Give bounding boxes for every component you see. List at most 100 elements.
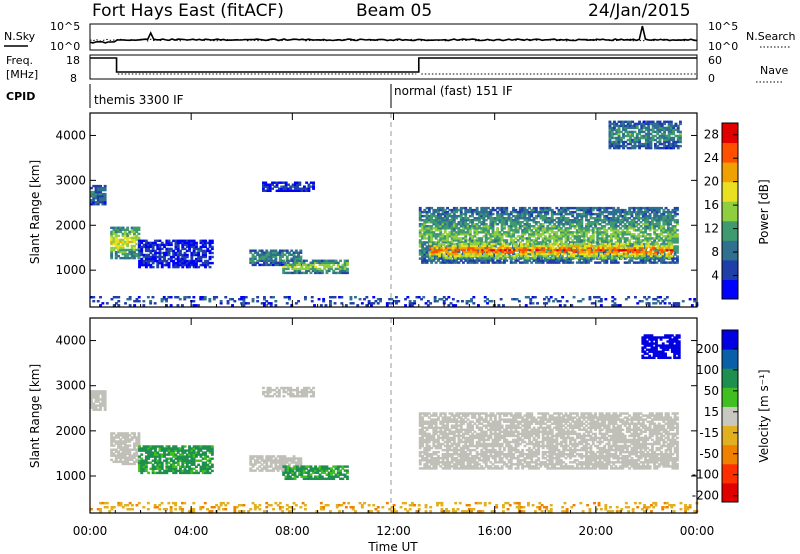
power-colorbar-label: Power [dB] (757, 179, 771, 244)
colorbar-segment (722, 482, 738, 503)
colorbar-segment (722, 142, 738, 163)
colorbar-segment (722, 259, 738, 280)
colorbar-tick-label: 28 (704, 128, 719, 142)
y-tick-label: 3000 (55, 173, 86, 187)
velocity-panel: 1000 2000 3000 4000 00:00 04:00 08:00 12:00 16:… (55, 317, 715, 538)
colorbar-segment (722, 201, 738, 222)
freq-tick-top: 18 (66, 54, 80, 67)
y-tick-label: 4000 (55, 334, 86, 348)
colorbar-segment (722, 240, 738, 261)
freq-label-line1: Freq. (6, 54, 33, 67)
scatter-region (608, 120, 682, 150)
power-y-ticks: 1000 2000 3000 4000 (55, 128, 697, 277)
colorbar-tick-label: 50 (704, 384, 719, 398)
nsearch-label: N.Search (746, 30, 796, 43)
freq-label-line2: [MHz] (6, 68, 38, 81)
cpid-left-label: themis 3300 IF (94, 93, 184, 107)
power-colorbar: 4 8 12 16 20 24 28 (704, 122, 739, 300)
colorbar-segment (722, 463, 738, 484)
nave-tick-top: 60 (708, 54, 722, 67)
velocity-x-ticks: 00:00 04:00 08:00 12:00 16:00 20:00 00:00 (73, 318, 715, 538)
colorbar-tick-label: 16 (704, 198, 719, 212)
colorbar-segment (722, 387, 738, 407)
power-ylabel: Slant Range [km] (28, 160, 42, 264)
colorbar-tick-label: 20 (704, 175, 719, 189)
colorbar-tick-label: 100 (696, 363, 719, 377)
colorbar-segment (722, 220, 738, 241)
y-tick-label: 1000 (55, 263, 86, 277)
y-tick-label: 2000 (55, 218, 86, 232)
x-tick-label: 12:00 (376, 524, 411, 538)
nsky-label: N.Sky (4, 30, 36, 43)
y-tick-label: 3000 (55, 379, 86, 393)
freq-tick-bottom: 8 (70, 72, 77, 85)
y-tick-label: 1000 (55, 469, 86, 483)
scatter-region (90, 296, 699, 307)
colorbar-frame (721, 122, 739, 300)
freq-series (90, 57, 697, 73)
colorbar-tick-label: 24 (704, 151, 719, 165)
colorbar-segment (722, 330, 738, 350)
colorbar-segment (722, 349, 738, 369)
x-tick-label: 00:00 (73, 524, 108, 538)
scatter-region (110, 226, 141, 260)
station-title: Fort Hays East (fitACF) (92, 1, 284, 21)
velocity-colorbar: 200 100 50 15 -15 -50 -100 -200 (692, 329, 739, 503)
colorbar-segment (722, 368, 738, 388)
velocity-ylabel: Slant Range [km] (28, 364, 42, 468)
colorbar-segment (722, 181, 738, 202)
scatter-region (138, 239, 214, 269)
y-tick-label: 4000 (55, 128, 86, 142)
date-title: 24/Jan/2015 (588, 1, 691, 21)
nsky-strip (89, 23, 698, 51)
scatter-region (282, 259, 349, 275)
y-tick-label: 2000 (55, 424, 86, 438)
scatter-region (110, 432, 141, 466)
x-tick-label: 00:00 (680, 524, 715, 538)
power-panel: 1000 2000 3000 4000 (55, 112, 699, 308)
scatter-region (641, 334, 681, 360)
colorbar-segment (722, 425, 738, 446)
colorbar-tick-label: 4 (711, 269, 719, 283)
colorbar-tick-label: 15 (704, 405, 719, 419)
nsky-tick-top: 10^5 (50, 20, 80, 33)
nave-label: Nave (760, 64, 788, 77)
scatter-region (282, 465, 349, 481)
cpid-label: CPID (6, 90, 35, 103)
colorbar-tick-label: -100 (692, 468, 719, 482)
colorbar-frame (721, 329, 739, 503)
x-tick-label: 16:00 (477, 524, 512, 538)
x-tick-label: 20:00 (579, 524, 614, 538)
x-tick-label: 08:00 (275, 524, 310, 538)
nsearch-tick-bottom: 10^0 (708, 40, 738, 53)
colorbar-tick-label: 200 (696, 342, 719, 356)
power-data (90, 120, 699, 307)
scatter-region (90, 501, 699, 513)
colorbar-segment (722, 279, 738, 300)
colorbar-segment (722, 406, 738, 427)
colorbar-tick-label: -15 (699, 426, 719, 440)
colorbar-tick-label: -50 (699, 447, 719, 461)
nave-tick-bottom: 0 (708, 72, 715, 85)
scatter-region (428, 242, 674, 260)
velocity-y-ticks: 1000 2000 3000 4000 (55, 334, 697, 483)
nsky-tick-bottom: 10^0 (50, 40, 80, 53)
velocity-colorbar-label: Velocity [m s⁻¹] (757, 369, 771, 462)
power-x-ticks (89, 113, 698, 307)
scatter-region (418, 412, 679, 470)
x-tick-label: 04:00 (174, 524, 209, 538)
colorbar-segment (722, 444, 738, 465)
x-axis-label: Time UT (367, 540, 418, 554)
nsearch-tick-top: 10^5 (708, 20, 738, 33)
scatter-region (262, 386, 315, 398)
scatter-region (90, 390, 107, 411)
scatter-region (90, 184, 107, 206)
beam-title: Beam 05 (356, 1, 432, 21)
nsearch-series (89, 38, 698, 42)
colorbar-tick-label: 8 (711, 245, 719, 259)
scatter-region (262, 181, 315, 193)
scatter-region (138, 445, 214, 475)
colorbar-segment (722, 123, 738, 144)
colorbar-tick-label: 12 (704, 222, 719, 236)
